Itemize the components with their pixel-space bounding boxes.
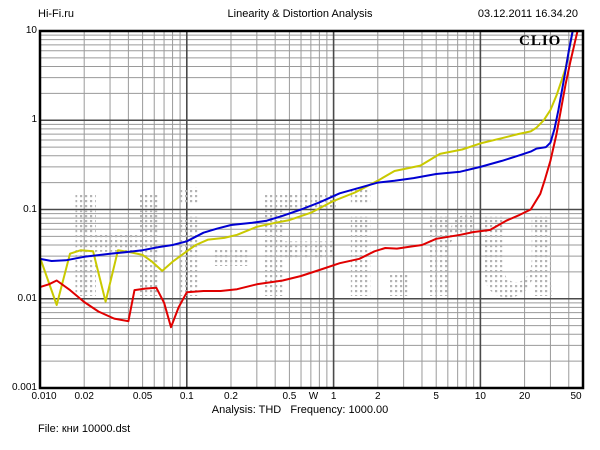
- x-tick-label: 0.02: [74, 391, 94, 402]
- y-tick-label: 0.001: [11, 382, 37, 393]
- x-tick-label: 50: [570, 391, 582, 402]
- x-tick-label: 0.2: [224, 391, 238, 402]
- file-name-label: File: кни 10000.dst: [38, 423, 131, 435]
- y-tick-label: 0.1: [23, 203, 37, 215]
- page-title: Linearity & Distortion Analysis: [227, 8, 373, 20]
- watermark-text: Hi-Fi.ru: [66, 160, 561, 328]
- analysis-status-line: Analysis: THD Frequency: 1000.00: [211, 404, 389, 416]
- y-tick-label: 10: [25, 25, 37, 36]
- clio-logo: CLIO: [519, 33, 562, 49]
- x-tick-label: 0.05: [132, 391, 153, 402]
- plot-border: [38, 29, 585, 390]
- x-tick-label: 0.5: [282, 391, 297, 402]
- x-tick-label: 0.010: [31, 391, 57, 402]
- datetime-label: 03.12.2011 16.34.20: [477, 8, 578, 20]
- x-axis-labels: 0.010 0.02 0.05 0.1 0.2 0.5 1 2 5 10 20 50 W: [0, 391, 600, 405]
- y-tick-label: 1: [31, 114, 37, 126]
- x-tick-label: 2: [375, 391, 381, 402]
- site-label: Hi-Fi.ru: [38, 8, 75, 20]
- x-tick-label: 5: [433, 391, 439, 402]
- x-axis-unit-label: W: [308, 391, 319, 402]
- curve-thd-blue: [40, 31, 574, 262]
- x-tick-label: 10: [474, 391, 486, 402]
- x-tick-label: 20: [519, 391, 531, 402]
- x-tick-label: 1: [330, 391, 337, 402]
- x-tick-label: 0.1: [179, 391, 194, 402]
- curve-thd-red: [40, 31, 579, 329]
- y-tick-label: 0.01: [17, 292, 37, 304]
